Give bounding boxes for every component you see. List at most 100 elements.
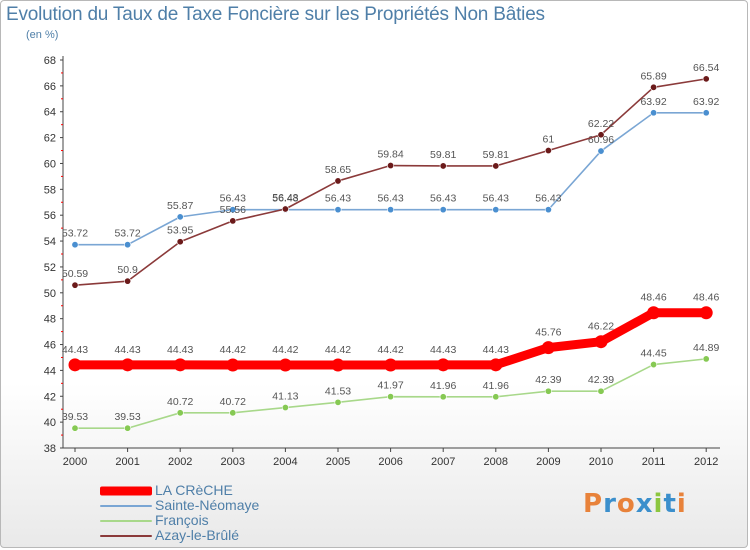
legend-swatch: [100, 534, 152, 537]
data-point: [278, 358, 292, 372]
data-label: 59.81: [483, 149, 509, 161]
data-point: [176, 238, 184, 246]
data-label: 56.43: [535, 193, 561, 205]
legend-label: Azay-le-Brûlé: [155, 527, 240, 543]
legend-label: Sainte-Néomaye: [155, 497, 260, 513]
legend-swatch: [100, 486, 152, 495]
data-label: 44.45: [640, 348, 666, 360]
data-label: 44.43: [167, 344, 193, 356]
y-tick-label: 50: [44, 288, 56, 300]
data-point: [492, 162, 500, 170]
data-point: [334, 206, 342, 214]
x-tick-label: 2006: [378, 456, 402, 468]
data-point: [387, 162, 395, 170]
data-point: [594, 335, 608, 349]
data-point: [439, 206, 447, 214]
series-line: [74, 78, 708, 286]
data-label: 41.96: [483, 380, 509, 392]
data-point: [492, 206, 500, 214]
data-point: [647, 306, 661, 320]
data-point: [226, 358, 240, 372]
data-label: 42.39: [535, 374, 561, 386]
data-label: 45.76: [535, 327, 561, 339]
data-label: 44.43: [483, 344, 509, 356]
data-label: 48.46: [640, 292, 666, 304]
data-label: 44.43: [114, 344, 140, 356]
data-point: [492, 393, 500, 401]
data-point: [439, 162, 447, 170]
legend-label: LA CRèCHE: [155, 482, 233, 498]
data-label: 44.89: [693, 342, 719, 354]
data-label: 59.84: [377, 149, 403, 161]
y-tick-label: 68: [44, 55, 56, 67]
data-label: 65.89: [640, 70, 666, 82]
data-point: [331, 358, 345, 372]
x-tick-label: 2009: [536, 456, 560, 468]
data-point: [541, 341, 555, 355]
x-tick-label: 2004: [273, 456, 297, 468]
x-tick-label: 2002: [168, 456, 192, 468]
data-label: 61: [543, 134, 555, 146]
y-tick-label: 56: [44, 210, 56, 222]
logo-letter: x: [635, 489, 654, 519]
y-tick-label: 64: [44, 107, 56, 119]
logo-letter: t: [663, 489, 677, 519]
data-label: 41.13: [272, 391, 298, 403]
data-point: [384, 358, 398, 372]
data-point: [597, 387, 605, 395]
x-tick-label: 2008: [484, 456, 508, 468]
data-point: [124, 277, 132, 285]
data-point: [229, 217, 237, 225]
data-label: 58.65: [325, 164, 351, 176]
data-label: 56.43: [272, 193, 298, 205]
y-tick-label: 38: [44, 443, 56, 455]
data-point: [71, 241, 79, 249]
data-point: [121, 358, 135, 372]
data-point: [281, 205, 289, 213]
data-label: 59.81: [430, 149, 456, 161]
data-label: 41.53: [325, 385, 351, 397]
x-tick-label: 2005: [326, 456, 350, 468]
data-label: 53.72: [62, 228, 88, 240]
legend-swatch: [100, 504, 152, 507]
data-label: 39.53: [62, 411, 88, 423]
data-label: 44.42: [325, 344, 351, 356]
data-point: [281, 404, 289, 412]
x-tick-label: 2003: [221, 456, 245, 468]
data-point: [124, 241, 132, 249]
data-label: 42.39: [588, 374, 614, 386]
y-tick-label: 66: [44, 81, 56, 93]
y-tick-label: 48: [44, 314, 56, 326]
proxiti-logo: Proxiti: [583, 489, 687, 519]
y-tick-label: 44: [44, 365, 56, 377]
legend-label: François: [155, 512, 209, 528]
data-point: [387, 206, 395, 214]
logo-letter: i: [653, 489, 664, 519]
y-tick-label: 62: [44, 133, 56, 145]
chart-subtitle: (en %): [26, 29, 59, 41]
x-tick-label: 2000: [63, 456, 87, 468]
data-point: [68, 358, 82, 372]
legend-swatch: [100, 519, 152, 522]
data-label: 44.42: [377, 344, 403, 356]
x-tick-label: 2012: [694, 456, 718, 468]
x-tick-label: 2007: [431, 456, 455, 468]
data-point: [650, 83, 658, 91]
data-label: 50.9: [117, 264, 138, 276]
data-point: [699, 306, 713, 320]
x-tick-label: 2010: [589, 456, 613, 468]
x-tick-label: 2011: [642, 456, 666, 468]
data-point: [597, 131, 605, 139]
data-point: [544, 206, 552, 214]
data-label: 56.43: [483, 193, 509, 205]
data-point: [650, 109, 658, 117]
data-label: 53.72: [114, 228, 140, 240]
data-label: 56.43: [377, 193, 403, 205]
y-tick-label: 54: [44, 236, 56, 248]
data-point: [436, 358, 450, 372]
data-point: [439, 393, 447, 401]
data-label: 44.43: [430, 344, 456, 356]
y-tick-label: 58: [44, 184, 56, 196]
data-label: 66.54: [693, 62, 719, 74]
